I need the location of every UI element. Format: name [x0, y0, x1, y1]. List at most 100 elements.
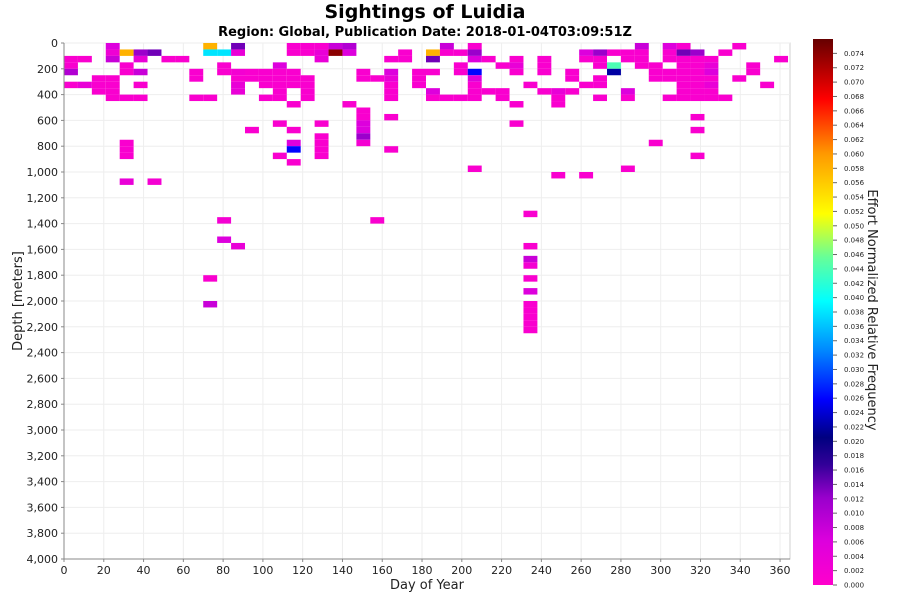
- heatmap-cell: [593, 49, 608, 56]
- heatmap-cell: [467, 165, 482, 172]
- heatmap-cell: [662, 75, 677, 82]
- y-tick-label: 1,200: [27, 192, 59, 205]
- y-tick-label: 200: [37, 63, 58, 76]
- heatmap-cell: [565, 88, 580, 95]
- heatmap-cell: [77, 81, 92, 89]
- heatmap-cell: [300, 75, 315, 82]
- heatmap-cell: [509, 68, 524, 76]
- colorbar-tick-label: 0.018: [844, 452, 864, 460]
- y-axis-title: Depth [meters]: [11, 251, 26, 351]
- colorbar-tick-label: 0.012: [844, 495, 864, 503]
- x-tick-label: 300: [650, 564, 671, 577]
- heatmap-cell: [272, 88, 287, 95]
- heatmap-cell: [286, 68, 301, 76]
- heatmap-cell: [105, 81, 120, 89]
- colorbar-tick-label: 0.066: [844, 107, 865, 115]
- heatmap-cell: [119, 94, 134, 102]
- heatmap-cell: [551, 101, 566, 108]
- heatmap-cell: [523, 288, 538, 295]
- heatmap-cell: [704, 81, 719, 89]
- heatmap-cell: [593, 55, 608, 63]
- heatmap-cell: [105, 75, 120, 82]
- heatmap-cell: [217, 62, 232, 69]
- heatmap-cell: [384, 113, 399, 121]
- heatmap-cell: [147, 49, 162, 56]
- heatmap-cell: [467, 75, 482, 82]
- heatmap-cell: [314, 49, 329, 56]
- heatmap-cell: [426, 68, 440, 76]
- heatmap-cell: [272, 152, 287, 160]
- heatmap-cell: [523, 275, 538, 282]
- x-tick-label: 160: [372, 564, 393, 577]
- heatmap-cell: [690, 94, 705, 102]
- heatmap-cell: [356, 126, 371, 134]
- heatmap-cell: [523, 326, 538, 334]
- heatmap-cell: [258, 68, 273, 76]
- heatmap-cell: [286, 139, 301, 147]
- heatmap-cell: [370, 75, 385, 82]
- heatmap-cell: [105, 94, 120, 102]
- heatmap-cell: [593, 62, 608, 69]
- chart-title: Sightings of Luidia: [325, 1, 526, 23]
- heatmap-cell: [579, 49, 594, 56]
- x-tick-label: 140: [332, 564, 353, 577]
- heatmap-cell: [523, 255, 538, 263]
- heatmap-cell: [565, 68, 580, 76]
- heatmap-cell: [481, 88, 496, 95]
- heatmap-cell: [91, 81, 106, 89]
- x-tick-label: 240: [531, 564, 552, 577]
- heatmap-cell: [356, 133, 371, 140]
- heatmap-cell: [314, 139, 329, 147]
- y-tick-label: 1,400: [27, 218, 59, 231]
- heatmap-cell: [704, 75, 719, 82]
- heatmap-cell: [64, 68, 78, 76]
- heatmap-cell: [356, 75, 371, 82]
- heatmap-cell: [217, 68, 232, 76]
- x-tick-label: 120: [292, 564, 313, 577]
- heatmap-cell: [523, 210, 538, 218]
- heatmap-cell: [746, 68, 761, 76]
- heatmap-cell: [537, 88, 552, 95]
- heatmap-cell: [634, 55, 649, 63]
- y-tick-label: 3,200: [27, 450, 59, 463]
- colorbar-tick-label: 0.002: [844, 567, 864, 575]
- heatmap-cell: [105, 49, 120, 56]
- heatmap-cell: [495, 88, 510, 95]
- heatmap-cell: [690, 152, 705, 160]
- heatmap-cell: [676, 62, 691, 69]
- heatmap-cell: [133, 68, 148, 76]
- heatmap-cell: [648, 68, 663, 76]
- colorbar-tick-label: 0.064: [844, 122, 865, 130]
- heatmap-cell: [231, 49, 246, 56]
- heatmap-cell: [286, 81, 301, 89]
- colorbar-tick-label: 0.016: [844, 467, 865, 475]
- heatmap-cell: [676, 49, 691, 56]
- heatmap-cell: [384, 75, 399, 82]
- colorbar-tick-label: 0.050: [844, 222, 864, 230]
- colorbar-tick-label: 0.024: [844, 409, 865, 417]
- heatmap-cell: [119, 178, 134, 185]
- heatmap-cell: [300, 94, 315, 102]
- heatmap-cell: [690, 113, 705, 121]
- heatmap-cell: [467, 49, 482, 56]
- heatmap-cell: [523, 320, 538, 327]
- heatmap-cell: [732, 43, 747, 50]
- heatmap-cell: [760, 81, 775, 89]
- heatmap-cell: [245, 68, 259, 76]
- heatmap-cell: [579, 172, 594, 179]
- heatmap-cell: [286, 49, 301, 56]
- heatmap-cell: [272, 94, 287, 102]
- x-tick-label: 360: [770, 564, 791, 577]
- x-tick-label: 20: [97, 564, 111, 577]
- heatmap-cell: [314, 43, 329, 50]
- heatmap-cell: [690, 62, 705, 69]
- heatmap-cell: [300, 88, 315, 95]
- heatmap-cell: [704, 88, 719, 95]
- colorbar-tick-label: 0.022: [844, 423, 864, 431]
- heatmap-cell: [453, 62, 468, 69]
- heatmap-cell: [704, 55, 719, 63]
- colorbar-tick-label: 0.034: [844, 337, 865, 345]
- heatmap-cell: [91, 75, 106, 82]
- heatmap-cell: [620, 88, 635, 95]
- heatmap-cell: [231, 81, 246, 89]
